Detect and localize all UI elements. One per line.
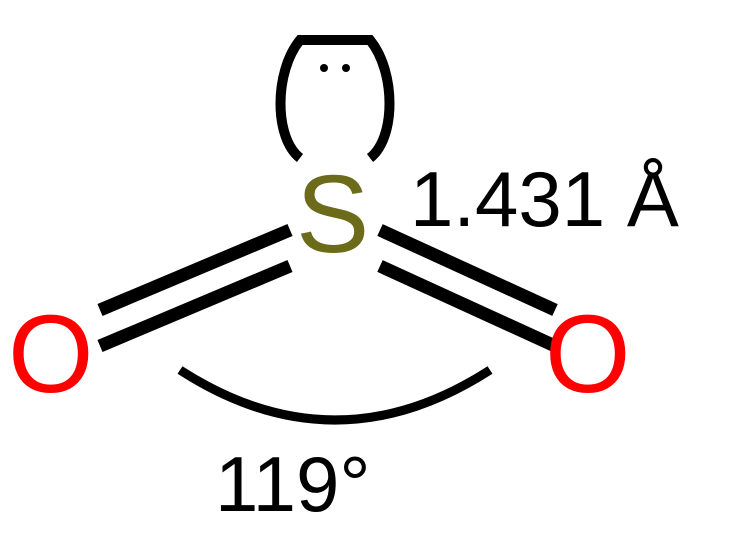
lone-pair-dot-1 bbox=[320, 64, 328, 72]
atom-sulfur: S bbox=[296, 160, 369, 270]
lone-pair-orbital bbox=[281, 40, 390, 158]
bond-angle-label: 119° bbox=[215, 445, 371, 523]
bond-left-upper bbox=[100, 230, 290, 310]
bond-length-label: 1.431 Å bbox=[410, 160, 679, 238]
lone-pair-dot-2 bbox=[342, 64, 350, 72]
atom-oxygen-right: O bbox=[545, 300, 631, 410]
angle-arc bbox=[180, 370, 490, 420]
bond-right-lower bbox=[380, 266, 555, 346]
molecule-diagram: S O O 1.431 Å 119° bbox=[0, 0, 741, 549]
atom-oxygen-left: O bbox=[8, 300, 94, 410]
bond-left-lower bbox=[100, 266, 290, 346]
